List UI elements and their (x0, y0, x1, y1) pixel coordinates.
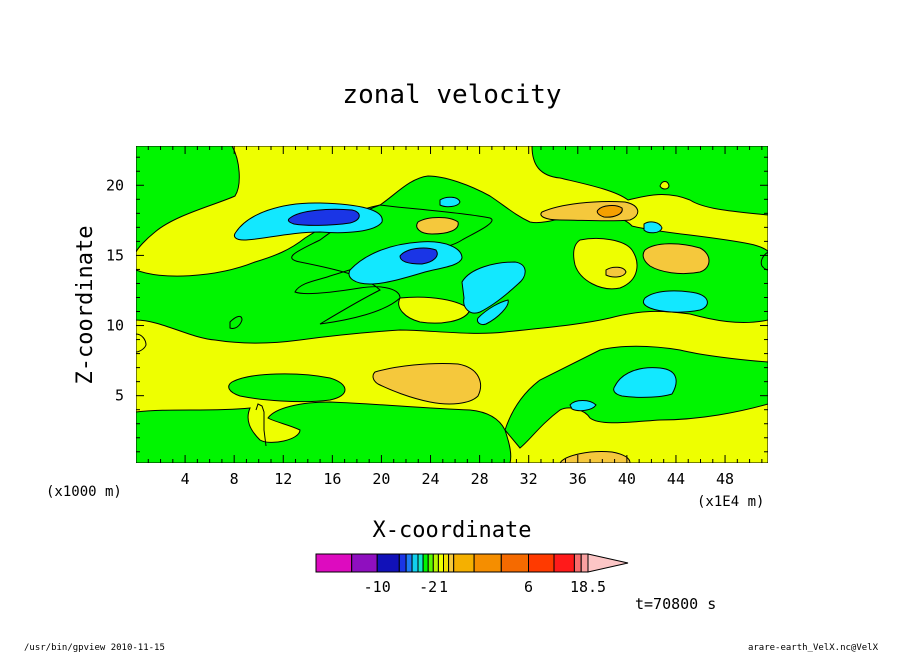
colorbar-label: 18.5 (570, 578, 606, 596)
contour-cyan-lower-right (613, 367, 677, 398)
colorbar-segment (473, 553, 502, 573)
contour-left-edge-yellow (136, 333, 147, 353)
colorbar-segment (437, 553, 444, 573)
colorbar-segment (411, 553, 419, 573)
contour-cyan-right (642, 290, 708, 313)
contour-level-pos-strong (596, 205, 623, 218)
contour-blue-core-center (399, 247, 438, 265)
contour-yellow-island-center (398, 296, 471, 324)
x-tick-label: 24 (421, 470, 439, 488)
colorbar (315, 553, 629, 573)
contour-small-features (136, 181, 670, 447)
colorbar-labels: -10 -2 1 6 18.5 (364, 578, 606, 596)
y-axis-label: Z-coordinate (73, 226, 98, 385)
y-tick-label: 15 (106, 246, 124, 264)
x-tick-label: 36 (569, 470, 587, 488)
colorbar-segment (422, 553, 429, 573)
x-tick-label: 44 (667, 470, 685, 488)
contour-cyan-lower-small (569, 400, 597, 412)
colorbar-segment (351, 553, 378, 573)
contour-small-yellow-spot (659, 181, 670, 190)
x-unit-right: (x1E4 m) (697, 494, 764, 510)
contour-blue-core-left (287, 208, 360, 226)
contour-cyan-center-right (461, 261, 526, 314)
colorbar-segment (398, 553, 407, 573)
colorbar-label: -10 (364, 578, 391, 596)
x-tick-label: 32 (520, 470, 538, 488)
x-unit-left: (x1000 m) (46, 484, 122, 500)
contour-orange-core (596, 205, 623, 218)
x-tick-label: 48 (716, 470, 734, 488)
colorbar-label: 1 (439, 578, 448, 596)
colorbar-segment (417, 553, 424, 573)
colorbar-segment (553, 553, 575, 573)
colorbar-segment (573, 553, 582, 573)
contour-green-lower (136, 401, 512, 463)
contour-orange-right (642, 243, 710, 275)
colorbar-segment (443, 553, 450, 573)
colorbar-label: -2 (419, 578, 437, 596)
contour-green-band-upper-edge (291, 204, 493, 325)
colorbar-segment (315, 553, 353, 573)
x-tick-label: 28 (471, 470, 489, 488)
contour-green-left-lower-blob (228, 373, 346, 403)
x-axis-tick-labels: 4 8 12 16 20 24 28 32 36 40 44 48 (181, 470, 735, 488)
x-tick-label: 16 (323, 470, 341, 488)
x-axis-label: X-coordinate (373, 518, 532, 543)
y-axis-ticks (136, 156, 768, 453)
colorbar-segment (427, 553, 434, 573)
colorbar-segment (432, 553, 439, 573)
footer-right: arare-earth_VelX.nc@VelX (748, 643, 879, 653)
x-axis-ticks (147, 146, 763, 463)
colorbar-segment (448, 553, 455, 573)
x-tick-label: 40 (618, 470, 636, 488)
contour-orange-right-small (605, 266, 627, 278)
colorbar-segment (405, 553, 413, 573)
contour-orange-lower-center (372, 362, 481, 405)
x-tick-label: 20 (372, 470, 390, 488)
time-label: t=70800 s (635, 595, 716, 613)
y-tick-label: 5 (115, 387, 124, 405)
colorbar-segment (528, 553, 555, 573)
colorbar-segment (453, 553, 475, 573)
contour-cyan-tail (477, 299, 509, 325)
x-tick-label: 4 (181, 470, 190, 488)
x-tick-label: 12 (274, 470, 292, 488)
contour-green-upper-right (531, 146, 768, 216)
footer-left: /usr/bin/gpview 2010-11-15 (24, 643, 165, 653)
contour-orange-center-top (416, 217, 459, 235)
y-axis-tick-labels: 5 10 15 20 (106, 176, 124, 404)
colorbar-segment (376, 553, 400, 573)
y-tick-label: 10 (106, 317, 124, 335)
chart-title: zonal velocity (342, 80, 561, 110)
contour-green-left-blob (229, 315, 243, 329)
colorbar-segment (580, 553, 589, 573)
contour-plot (136, 146, 768, 463)
x-tick-label: 8 (230, 470, 239, 488)
contour-artifact (255, 403, 267, 447)
contour-level-neg-strong (287, 208, 438, 265)
contour-cyan-right-small (643, 221, 663, 234)
colorbar-segment (500, 553, 529, 573)
contour-cyan-small-top (439, 196, 461, 208)
y-tick-label: 20 (106, 176, 124, 194)
colorbar-extension-arrow (587, 553, 629, 573)
contour-green-upper-left (136, 146, 240, 253)
colorbar-label: 6 (524, 578, 533, 596)
